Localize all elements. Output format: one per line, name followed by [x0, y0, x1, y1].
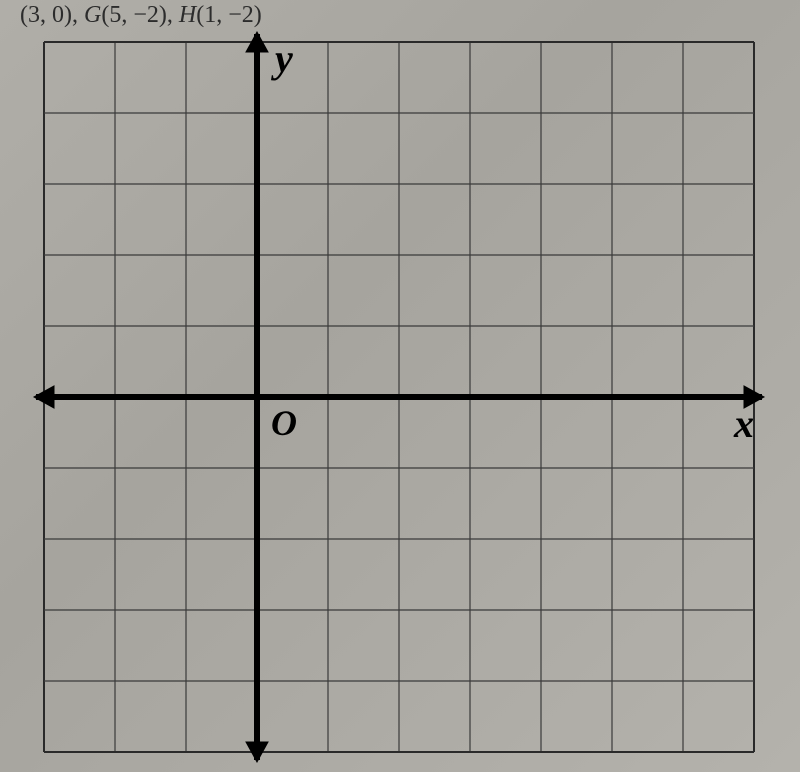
h-label: H	[179, 2, 196, 28]
coordinates-caption: (3, 0), G(5, −2), H(1, −2)	[20, 2, 262, 29]
x-axis-label: x	[733, 401, 754, 446]
g-label: G	[84, 2, 101, 28]
y-axis-label: y	[271, 36, 293, 81]
g-coords: (5, −2),	[101, 2, 179, 28]
point1: (3, 0),	[20, 2, 84, 28]
grid-svg: y x O	[30, 30, 770, 770]
origin-label: O	[271, 403, 297, 443]
h-coords: (1, −2)	[196, 2, 262, 28]
coordinate-grid: y x O	[30, 30, 770, 770]
